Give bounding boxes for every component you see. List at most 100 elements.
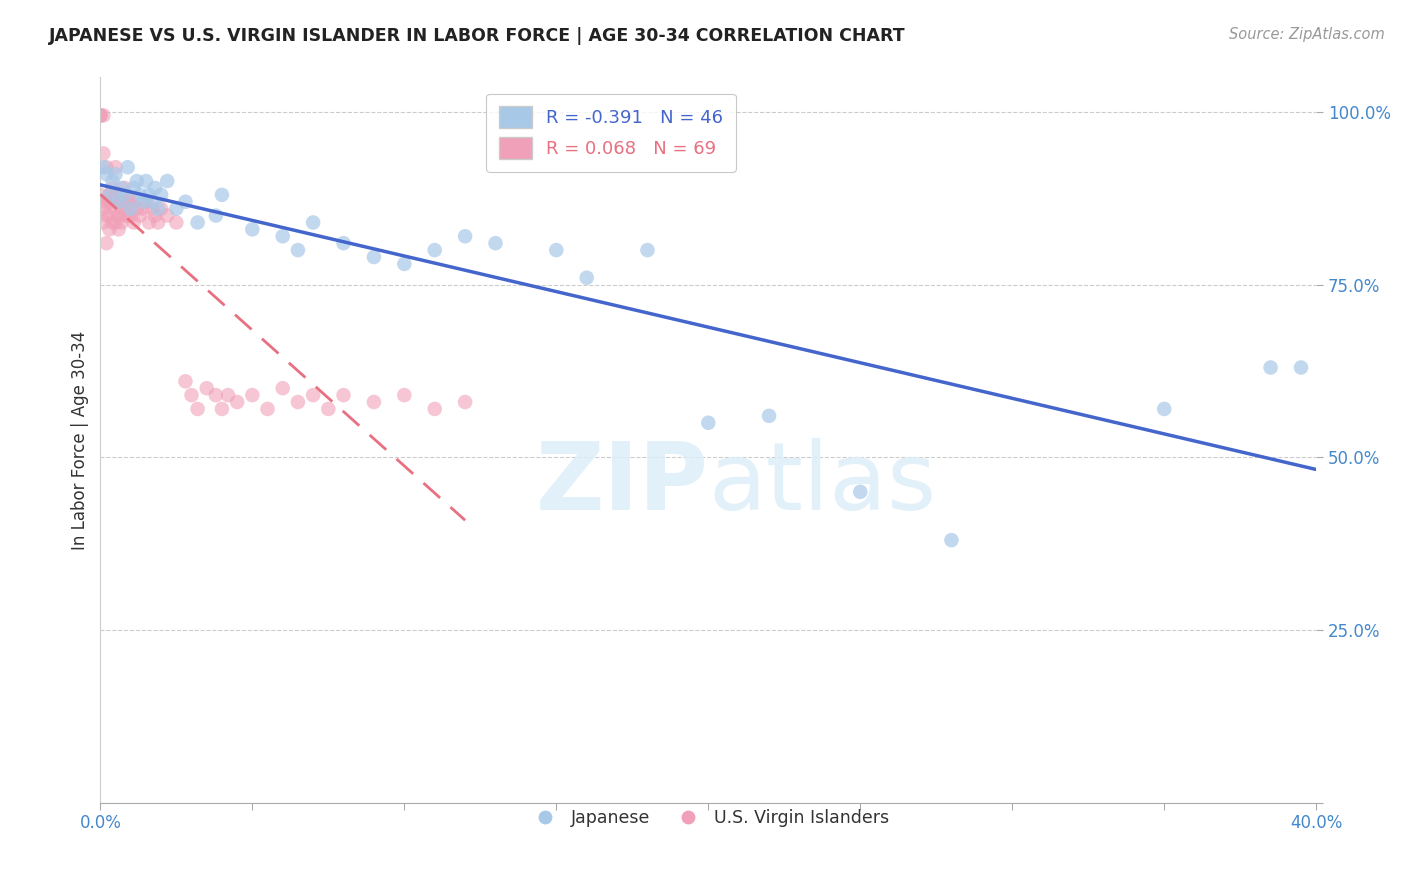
Point <box>117 194 139 209</box>
Point <box>111 202 134 216</box>
Point <box>394 257 416 271</box>
Point <box>107 209 129 223</box>
Point <box>146 202 169 216</box>
Point <box>256 401 278 416</box>
Point <box>98 222 121 236</box>
Point <box>89 187 111 202</box>
Point <box>205 209 228 223</box>
Point <box>96 160 118 174</box>
Point <box>332 388 354 402</box>
Point <box>122 194 145 209</box>
Point <box>146 215 169 229</box>
Point <box>128 209 150 223</box>
Point <box>226 395 249 409</box>
Point <box>240 222 263 236</box>
Point <box>271 381 294 395</box>
Point <box>117 209 139 223</box>
Point <box>93 108 115 122</box>
Point <box>697 416 720 430</box>
Point <box>89 108 111 122</box>
Point <box>187 401 209 416</box>
Point <box>1260 360 1282 375</box>
Point <box>1153 401 1175 416</box>
Point <box>107 194 129 209</box>
Point <box>143 181 166 195</box>
Point <box>125 174 148 188</box>
Point <box>89 108 111 122</box>
Point <box>141 202 163 216</box>
Point <box>332 236 354 251</box>
Point <box>454 395 477 409</box>
Point <box>150 187 173 202</box>
Point <box>758 409 780 423</box>
Point <box>156 174 179 188</box>
Point <box>165 202 187 216</box>
Point <box>205 388 228 402</box>
Point <box>135 174 157 188</box>
Point <box>138 187 160 202</box>
Point <box>187 215 209 229</box>
Point <box>211 401 233 416</box>
Point <box>180 388 202 402</box>
Point <box>211 187 233 202</box>
Point <box>575 270 598 285</box>
Point <box>101 194 124 209</box>
Point <box>114 181 136 195</box>
Y-axis label: In Labor Force | Age 30-34: In Labor Force | Age 30-34 <box>72 330 89 549</box>
Point <box>143 209 166 223</box>
Point <box>174 194 197 209</box>
Point <box>98 209 121 223</box>
Point <box>484 236 506 251</box>
Point <box>117 160 139 174</box>
Point <box>132 202 155 216</box>
Point <box>1289 360 1312 375</box>
Point <box>93 146 115 161</box>
Point <box>122 181 145 195</box>
Point <box>101 174 124 188</box>
Point <box>104 167 127 181</box>
Point <box>394 388 416 402</box>
Point <box>114 209 136 223</box>
Point <box>98 187 121 202</box>
Point <box>89 108 111 122</box>
Point <box>111 215 134 229</box>
Point <box>104 202 127 216</box>
Point <box>240 388 263 402</box>
Point <box>363 395 385 409</box>
Point <box>165 215 187 229</box>
Point <box>637 243 659 257</box>
Point <box>114 194 136 209</box>
Legend: Japanese, U.S. Virgin Islanders: Japanese, U.S. Virgin Islanders <box>520 802 896 834</box>
Point <box>107 194 129 209</box>
Point <box>287 395 309 409</box>
Point <box>120 194 142 209</box>
Point <box>120 209 142 223</box>
Point <box>96 167 118 181</box>
Point <box>111 181 134 195</box>
Text: atlas: atlas <box>709 438 936 530</box>
Point <box>141 194 163 209</box>
Point <box>546 243 568 257</box>
Point <box>122 215 145 229</box>
Point <box>98 187 121 202</box>
Point <box>217 388 239 402</box>
Point <box>849 484 872 499</box>
Point <box>96 209 118 223</box>
Point <box>302 215 325 229</box>
Point <box>302 388 325 402</box>
Point <box>120 202 142 216</box>
Point <box>98 194 121 209</box>
Point <box>104 160 127 174</box>
Point <box>423 401 446 416</box>
Point <box>423 243 446 257</box>
Point <box>135 194 157 209</box>
Point <box>363 250 385 264</box>
Text: JAPANESE VS U.S. VIRGIN ISLANDER IN LABOR FORCE | AGE 30-34 CORRELATION CHART: JAPANESE VS U.S. VIRGIN ISLANDER IN LABO… <box>49 27 905 45</box>
Point <box>454 229 477 244</box>
Point <box>93 215 115 229</box>
Point <box>318 401 340 416</box>
Point <box>941 533 963 548</box>
Point <box>156 209 179 223</box>
Point <box>174 374 197 388</box>
Point <box>101 181 124 195</box>
